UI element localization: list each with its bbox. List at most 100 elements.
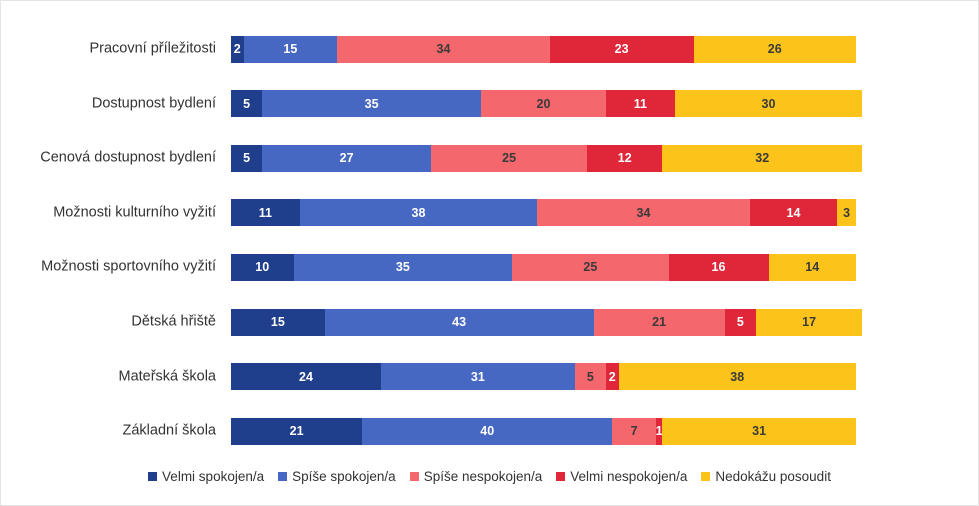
- bar-segment: 31: [381, 363, 575, 391]
- bar-segment: 12: [587, 144, 663, 172]
- data-label: 38: [411, 205, 426, 220]
- data-label: 1: [655, 424, 663, 439]
- data-label: 40: [480, 424, 495, 439]
- data-label: 15: [270, 315, 285, 329]
- data-label: 35: [364, 96, 379, 111]
- data-label: 14: [786, 205, 801, 220]
- category-label: Dostupnost bydlení: [91, 95, 216, 112]
- bar-segment: 7: [612, 417, 656, 445]
- bar-segment: 20: [481, 90, 606, 118]
- bar-segment: 34: [537, 199, 750, 227]
- data-label: 24: [299, 369, 313, 384]
- data-label: 25: [583, 260, 598, 275]
- bar-segment: 10: [231, 253, 294, 281]
- bar-segment: 35: [293, 253, 513, 281]
- legend-swatch: [556, 472, 566, 481]
- legend-label: Velmi nespokojen/a: [570, 469, 688, 484]
- bar-segment: 5: [231, 144, 263, 172]
- bar-segment: 21: [593, 308, 725, 336]
- bar-segment: 34: [337, 35, 550, 63]
- bar-segment: 31: [662, 417, 856, 445]
- data-label: 15: [283, 42, 298, 56]
- legend-label: Nedokážu posoudit: [715, 469, 831, 484]
- legend-label: Spíše nespokojen/a: [423, 469, 543, 484]
- bar-segment: 5: [724, 308, 756, 336]
- data-label: 31: [752, 424, 767, 439]
- legend-swatch: [278, 472, 288, 481]
- data-label: 11: [258, 205, 272, 220]
- bar-segment: 16: [668, 253, 769, 281]
- category-label: Pracovní příležitosti: [89, 40, 216, 57]
- bar-segment: 38: [618, 363, 856, 391]
- legend-item: Nedokážu posoudit: [701, 469, 831, 484]
- data-label: 21: [652, 315, 667, 329]
- bar-segment: 25: [431, 144, 588, 172]
- category-label: Možnosti sportovního vyžití: [41, 258, 216, 275]
- bar-segment: 24: [231, 363, 381, 391]
- data-label: 10: [255, 260, 270, 275]
- legend-item: Velmi nespokojen/a: [556, 469, 687, 484]
- data-label: 38: [730, 369, 745, 384]
- data-label: 16: [711, 260, 726, 275]
- bar-segment: 11: [231, 199, 300, 227]
- data-label: 3: [843, 205, 851, 220]
- data-label: 25: [502, 151, 517, 166]
- legend-item: Velmi spokojen/a: [148, 469, 264, 484]
- data-label: 7: [630, 424, 638, 439]
- bar-segment: 3: [837, 199, 856, 227]
- legend-label: Spíše spokojen/a: [292, 469, 396, 484]
- category-label: Mateřská škola: [118, 368, 216, 385]
- legend-swatch: [701, 472, 711, 481]
- data-label: 43: [452, 315, 467, 329]
- data-label: 20: [536, 96, 551, 111]
- category-label: Dětská hřiště: [131, 313, 216, 330]
- bar-segment: 40: [362, 417, 613, 445]
- data-label: 21: [289, 424, 304, 439]
- bar-segment: 26: [693, 35, 856, 63]
- bar-segment: 2: [231, 35, 244, 63]
- bar-segment: 23: [549, 35, 694, 63]
- legend-label: Velmi spokojen/a: [162, 469, 265, 484]
- data-label: 14: [805, 260, 820, 275]
- bar-segment: 1: [655, 417, 663, 445]
- legend: Velmi spokojen/a Spíše spokojen/a Spíše ne…: [1, 469, 978, 484]
- category-label: Základní škola: [122, 422, 217, 439]
- bar-segment: 15: [243, 35, 338, 63]
- bar-segment: 14: [768, 253, 856, 281]
- legend-swatch: [409, 472, 419, 481]
- bar-segment: 25: [512, 253, 669, 281]
- legend-item: Spíše nespokojen/a: [409, 469, 543, 484]
- category-label: Možnosti kulturního vyžití: [53, 204, 216, 221]
- data-label: 12: [617, 151, 632, 166]
- data-label: 2: [608, 369, 616, 384]
- data-label: 30: [761, 96, 776, 111]
- data-label: 11: [633, 96, 647, 111]
- bar-segment: 11: [606, 90, 675, 118]
- data-label: 31: [470, 369, 485, 384]
- bar-segment: 2: [606, 363, 619, 391]
- bar-segment: 32: [662, 144, 863, 172]
- legend-swatch: [148, 472, 158, 481]
- bar-segment: 21: [231, 417, 363, 445]
- data-label: 34: [636, 205, 651, 220]
- data-label: 26: [767, 42, 782, 56]
- legend-item: Spíše spokojen/a: [278, 469, 396, 484]
- data-label: 32: [755, 151, 770, 166]
- data-label: 5: [243, 151, 251, 166]
- data-label: 23: [614, 42, 629, 56]
- bar-segment: 30: [674, 90, 863, 118]
- data-label: 34: [436, 42, 451, 56]
- data-label: 5: [736, 315, 744, 329]
- bar-segment: 43: [324, 308, 594, 336]
- data-label: 5: [243, 96, 251, 111]
- bar-segment: 17: [756, 308, 863, 336]
- data-label: 17: [802, 315, 817, 329]
- bar-segment: 15: [231, 308, 325, 336]
- bar-segment: 38: [299, 199, 538, 227]
- data-label: 35: [395, 260, 410, 275]
- category-label: Cenová dostupnost bydlení: [40, 149, 216, 166]
- data-label: 2: [233, 42, 241, 56]
- data-label: 27: [339, 151, 354, 166]
- bar-segment: 14: [749, 199, 838, 227]
